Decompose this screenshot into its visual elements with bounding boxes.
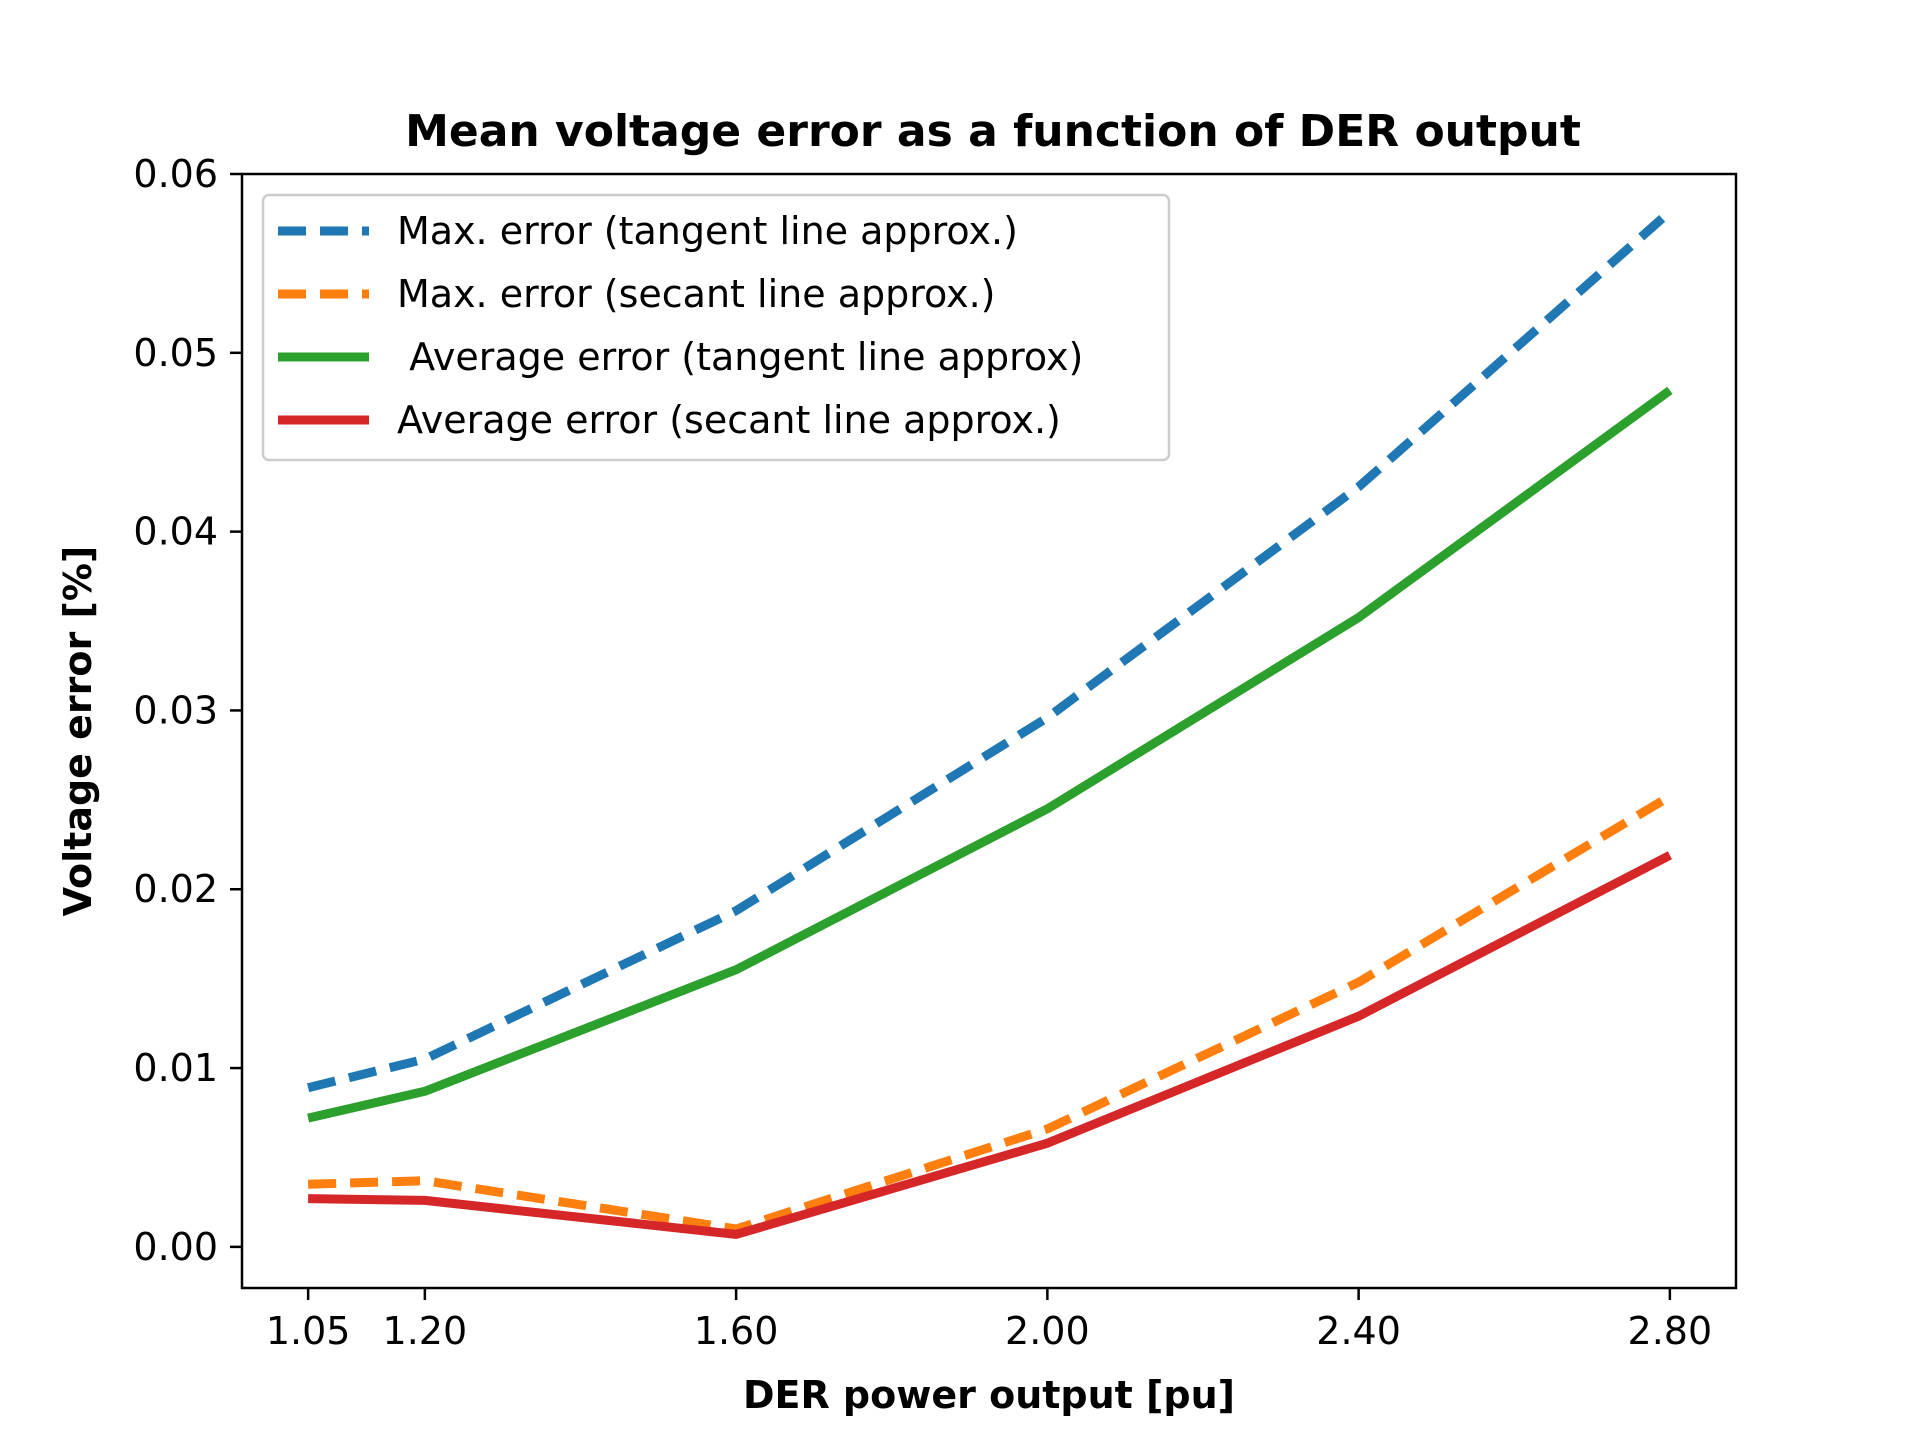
plot-series: [307, 208, 1673, 1239]
x-axis-label: DER power output [pu]: [743, 1373, 1235, 1417]
x-tick-label: 1.60: [694, 1309, 779, 1353]
legend-label-2: Max. error (secant line approx.): [397, 272, 995, 316]
plot-frame: [240, 172, 1738, 1290]
y-axis: 0.00 0.01 0.02 0.03 0.04 0.05 0.06: [133, 152, 242, 1269]
chart-title: Mean voltage error as a function of DER …: [405, 106, 1581, 157]
legend-label-4: Average error (secant line approx.): [397, 398, 1061, 442]
x-tick-label: 2.80: [1628, 1309, 1713, 1353]
x-tick-label: 1.05: [266, 1309, 351, 1353]
series-line-2: [307, 792, 1673, 1234]
series-line-1: [307, 208, 1673, 1093]
x-tick-label: 2.00: [1005, 1309, 1090, 1353]
y-tick-label: 0.01: [133, 1046, 218, 1090]
x-tick-label: 2.40: [1316, 1309, 1401, 1353]
y-tick-label: 0.00: [133, 1225, 218, 1269]
y-tick-label: 0.02: [133, 867, 218, 911]
x-axis: 1.05 1.20 1.60 2.00 2.40 2.80: [266, 1288, 1712, 1353]
y-tick-label: 0.04: [133, 510, 218, 554]
y-tick-label: 0.05: [133, 331, 218, 375]
y-tick-label: 0.06: [133, 152, 218, 196]
series-line-4: [308, 851, 1672, 1239]
y-axis-label: Voltage error [%]: [56, 546, 100, 917]
legend-box: [261, 193, 1171, 462]
legend: Max. error (tangent line approx.) Max. er…: [261, 193, 1171, 462]
legend-label-1: Max. error (tangent line approx.): [397, 209, 1018, 253]
legend-label-3: Average error (tangent line approx): [397, 335, 1083, 379]
x-tick-label: 1.20: [383, 1309, 468, 1353]
y-tick-label: 0.03: [133, 688, 218, 732]
series-line-3: [307, 386, 1673, 1123]
